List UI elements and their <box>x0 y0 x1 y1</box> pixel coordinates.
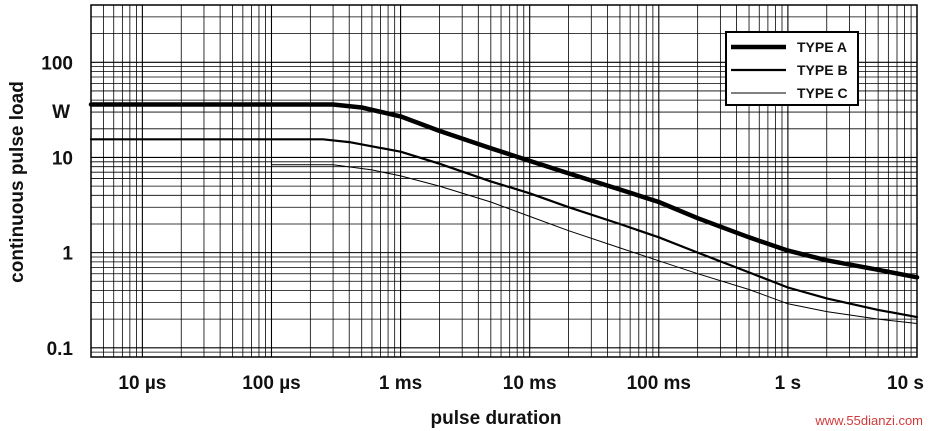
x-tick-label: 1 s <box>775 373 801 394</box>
y-tick-label: 100 <box>41 53 73 74</box>
y-tick-label: 10 <box>52 148 73 169</box>
x-tick-label: 100 µs <box>242 373 301 394</box>
y-tick-label: 0.1 <box>47 339 74 360</box>
y-tick-label: 1 <box>62 244 73 265</box>
y-unit-label: W <box>52 102 70 123</box>
y-tick-labels: 100 10 1 0.1 <box>41 53 73 359</box>
series-line-type-a <box>88 102 920 280</box>
watermark: www.55dianzi.com <box>815 413 923 428</box>
x-tick-label: 10 s <box>887 373 924 394</box>
legend: TYPE A TYPE B TYPE C <box>725 31 859 106</box>
grid-minor <box>91 5 917 357</box>
series-layer <box>88 102 920 324</box>
x-tick-label: 10 µs <box>118 373 166 394</box>
y-axis-label: continuous pulse load <box>7 81 28 283</box>
x-tick-label: 100 ms <box>627 373 691 394</box>
series-line-type-c <box>271 164 918 324</box>
x-tick-label: 1 ms <box>379 373 422 394</box>
series-line-type-b <box>89 138 919 319</box>
legend-label: TYPE A <box>797 39 847 55</box>
x-tick-labels: 10 µs 100 µs 1 ms 10 ms 100 ms 1 s 10 s <box>118 373 924 394</box>
plot-frame <box>90 4 918 358</box>
legend-items: TYPE A TYPE B TYPE C <box>731 39 848 101</box>
legend-label: TYPE C <box>797 85 848 101</box>
legend-label: TYPE B <box>797 62 848 78</box>
x-tick-label: 10 ms <box>503 373 557 394</box>
x-axis-label: pulse duration <box>431 408 562 429</box>
